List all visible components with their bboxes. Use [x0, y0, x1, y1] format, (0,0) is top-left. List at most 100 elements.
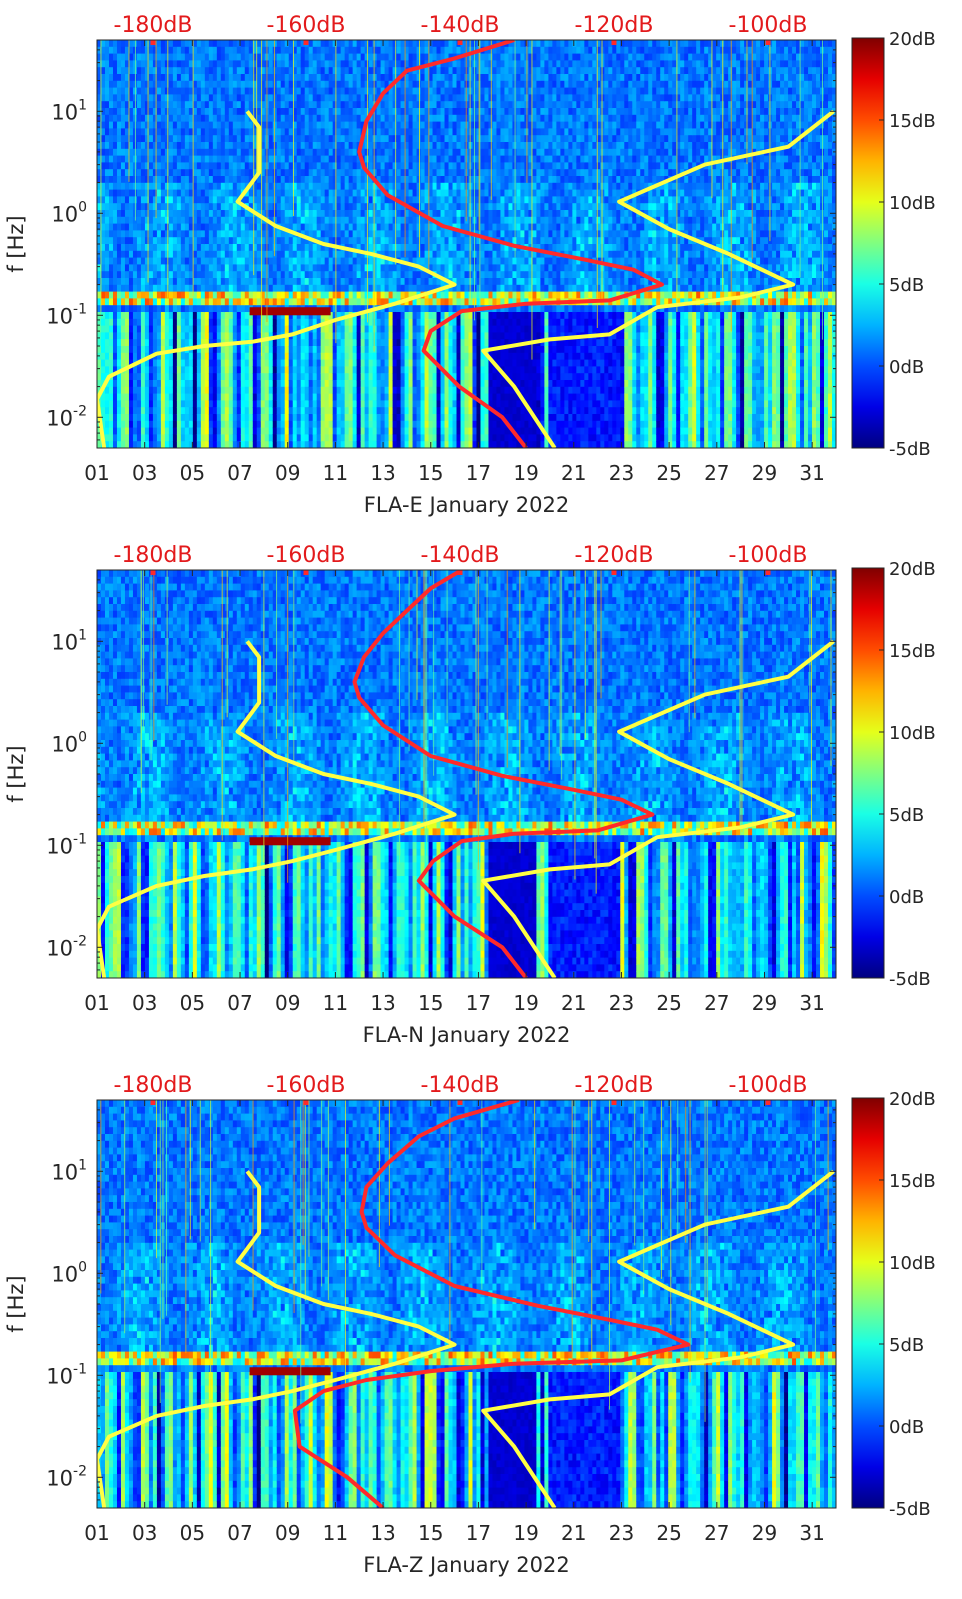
colorbar-tick-label: 0dB: [889, 357, 924, 378]
colorbar-tick-label: 5dB: [889, 275, 924, 296]
x-tick-label: 05: [180, 1521, 205, 1545]
x-axis-label: FLA-E January 2022: [364, 493, 569, 517]
spectrogram-image: [97, 40, 836, 448]
x-tick-label: 11: [323, 461, 348, 485]
x-tick-label: 13: [370, 461, 395, 485]
x-tick-label: 19: [513, 461, 538, 485]
x-tick-label: 17: [466, 991, 491, 1015]
colorbar-tick-label: 0dB: [889, 887, 924, 908]
y-tick-label: 101: [51, 1157, 87, 1184]
x-axis-label: FLA-Z January 2022: [363, 1553, 570, 1577]
overlay-line-1: [97, 640, 457, 978]
y-tick-label: 10-1: [46, 301, 87, 328]
overlay-line-3: [352, 570, 655, 978]
spectrogram-svg-n: 01 03 05 07 09 11 13 15 17 19 21 23 25 27 29 31 10-2 10-1…: [4, 543, 936, 1047]
y-tick-label: 100: [51, 199, 87, 226]
x-tick-label: 21: [561, 461, 586, 485]
y-tick-label: 10-2: [46, 1463, 87, 1490]
spectrogram-panel-n: 01 03 05 07 09 11 13 15 17 19 21 23 25 27 29 31 10-2 10-1…: [0, 530, 962, 1060]
x-tick-label: 17: [466, 1521, 491, 1545]
x-tick-label: 15: [418, 991, 443, 1015]
colorbar-tick-label: -5dB: [889, 439, 931, 460]
overlay-line-2: [481, 109, 835, 448]
x-tick-label: 27: [704, 991, 729, 1015]
x-tick-label: 31: [799, 991, 824, 1015]
colorbar-tick-label: 5dB: [889, 1335, 924, 1356]
spectrogram-image: [97, 570, 836, 978]
overlay-line-1: [97, 1170, 457, 1508]
x-tick-label: 03: [132, 1521, 157, 1545]
top-marker: [457, 1100, 463, 1105]
top-db-label: -120dB: [575, 1073, 654, 1098]
x-tick-label: 31: [799, 1521, 824, 1545]
top-marker: [611, 1100, 617, 1105]
colorbar-tick-label: 15dB: [889, 111, 936, 132]
top-db-label: -140dB: [421, 1073, 500, 1098]
colorbar-tick-label: 5dB: [889, 805, 924, 826]
x-tick-label: 15: [418, 1521, 443, 1545]
x-axis-label: FLA-N January 2022: [363, 1023, 571, 1047]
colorbar-tick-label: 10dB: [889, 193, 936, 214]
x-tick-label: 11: [323, 1521, 348, 1545]
top-marker: [150, 570, 156, 575]
x-tick-label: 09: [275, 1521, 300, 1545]
top-marker: [150, 1100, 156, 1105]
x-tick-label: 25: [656, 1521, 681, 1545]
x-tick-label: 23: [609, 991, 634, 1015]
top-db-label: -100dB: [729, 1073, 808, 1098]
colorbar-tick-label: 10dB: [889, 723, 936, 744]
colorbar-tick-label: 0dB: [889, 1417, 924, 1438]
y-tick-label: 100: [51, 1259, 87, 1286]
x-tick-label: 07: [227, 461, 252, 485]
top-marker: [303, 570, 309, 575]
y-axis-label: f [Hz]: [4, 1275, 28, 1332]
x-tick-label: 17: [466, 461, 491, 485]
spectrogram-panel-e: 01 03 05 07 09 11 13 15 17 19 21 23 25 27 29 31 10-2 10-1…: [0, 0, 962, 530]
y-tick-label: 10-1: [46, 831, 87, 858]
x-tick-label: 01: [84, 461, 109, 485]
y-axis-label: f [Hz]: [4, 215, 28, 272]
top-db-label: -160dB: [267, 543, 346, 568]
colorbar-tick-label: 10dB: [889, 1253, 936, 1274]
colorbar-tick-label: -5dB: [889, 969, 931, 990]
x-tick-label: 29: [752, 1521, 777, 1545]
overlay-line-3: [357, 40, 664, 448]
x-tick-label: 25: [656, 461, 681, 485]
x-tick-label: 11: [323, 991, 348, 1015]
overlay-line-3: [292, 1100, 691, 1508]
top-marker: [611, 570, 617, 575]
spectrogram-svg-z: 01 03 05 07 09 11 13 15 17 19 21 23 25 27 29 31 10-2 10-1…: [4, 1073, 936, 1577]
x-tick-label: 01: [84, 991, 109, 1015]
x-tick-label: 27: [704, 1521, 729, 1545]
x-tick-label: 03: [132, 461, 157, 485]
colorbar: [851, 37, 885, 449]
top-db-label: -120dB: [575, 13, 654, 38]
x-tick-label: 01: [84, 1521, 109, 1545]
top-db-label: -100dB: [729, 543, 808, 568]
top-marker: [611, 40, 617, 45]
top-db-label: -180dB: [114, 13, 193, 38]
top-marker: [150, 40, 156, 45]
top-marker: [457, 570, 463, 575]
y-tick-label: 100: [51, 729, 87, 756]
y-tick-label: 10-2: [46, 933, 87, 960]
x-tick-label: 23: [609, 461, 634, 485]
x-tick-label: 03: [132, 991, 157, 1015]
top-marker: [303, 40, 309, 45]
x-tick-label: 29: [752, 991, 777, 1015]
x-tick-label: 19: [513, 991, 538, 1015]
top-marker: [765, 570, 771, 575]
x-tick-label: 19: [513, 1521, 538, 1545]
top-db-label: -140dB: [421, 543, 500, 568]
x-tick-label: 25: [656, 991, 681, 1015]
y-tick-label: 10-1: [46, 1361, 87, 1388]
x-tick-label: 29: [752, 461, 777, 485]
spectrogram-image: [97, 1100, 836, 1508]
x-tick-label: 05: [180, 991, 205, 1015]
overlay-line-2: [481, 1169, 835, 1508]
top-marker: [303, 1100, 309, 1105]
x-tick-label: 09: [275, 461, 300, 485]
spectrogram-svg-e: 01 03 05 07 09 11 13 15 17 19 21 23 25 27 29 31 10-2 10-1…: [4, 13, 936, 517]
top-marker: [765, 40, 771, 45]
x-tick-label: 07: [227, 1521, 252, 1545]
